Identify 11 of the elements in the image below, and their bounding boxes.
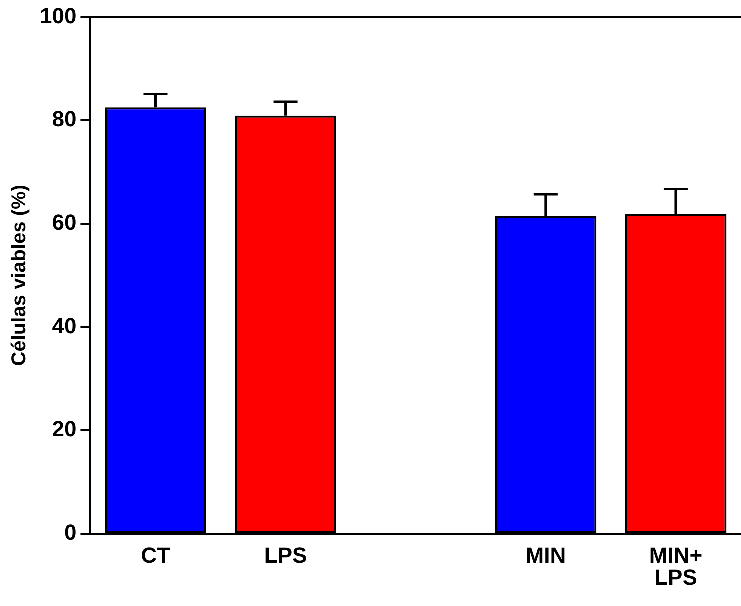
y-tick-label: 20 [52, 416, 77, 442]
x-tick-label: MIN [526, 543, 566, 568]
x-tick-label: MIN+ LPS [649, 543, 703, 590]
x-tick-label: CT [141, 543, 171, 568]
y-tick-label: 0 [64, 520, 77, 546]
x-tick-label: LPS [264, 543, 308, 568]
y-tick-label: 100 [40, 3, 77, 28]
y-tick-label: 40 [52, 313, 77, 338]
y-tick-label: 60 [52, 210, 77, 235]
y-axis-title: Células viables (%) [8, 185, 31, 366]
y-tick-label: 80 [52, 106, 77, 132]
